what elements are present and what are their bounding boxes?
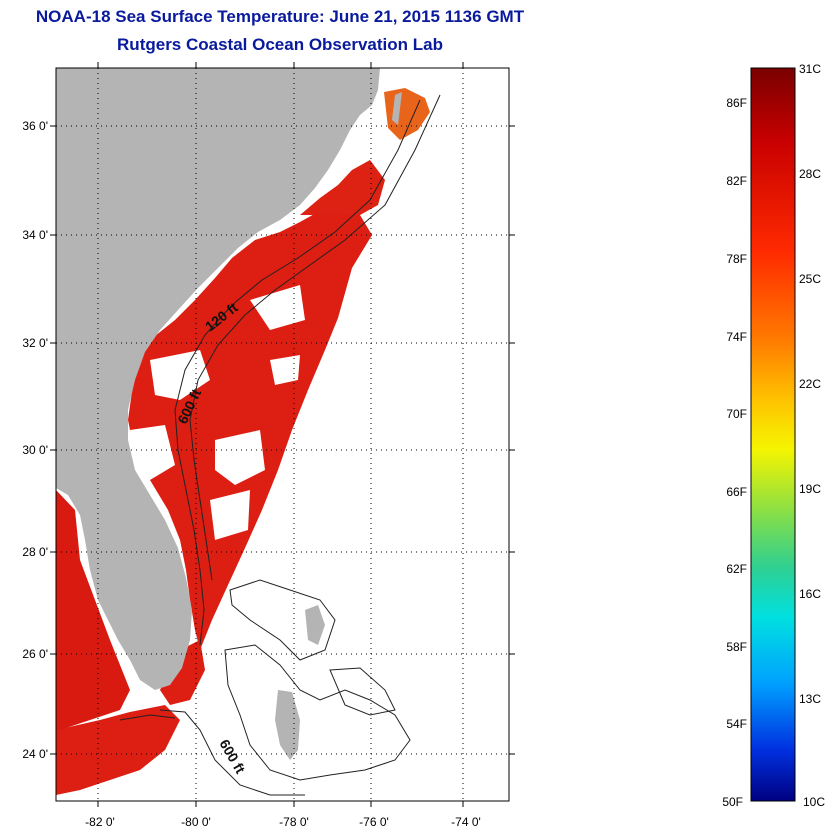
land-bahamas-abaco [305, 605, 325, 645]
lat-label: 32 0' [22, 336, 48, 350]
sst-field-gulf [56, 490, 130, 730]
colorbar-c-label: 28C [799, 167, 821, 181]
colorbar-c-label: 22C [799, 377, 821, 391]
colorbar-f-label: 66F [726, 485, 747, 499]
colorbar-c-label: 13C [799, 692, 821, 706]
sst-field-main [128, 205, 372, 650]
lon-label: -78 0' [279, 815, 309, 829]
cloud-gap [210, 490, 250, 540]
axis-ticks [50, 62, 515, 807]
colorbar-c-label: 10C [803, 795, 825, 809]
lat-label: 34 0' [22, 228, 48, 242]
colorbar-f-label: 78F [726, 252, 747, 266]
lat-label: 24 0' [22, 747, 48, 761]
colorbar-f-label: 82F [726, 174, 747, 188]
cloud-gap [130, 425, 175, 480]
colorbar [750, 67, 796, 802]
lon-label: -80 0' [181, 815, 211, 829]
sst-field-north [300, 160, 385, 215]
cloud-gap [270, 355, 300, 385]
lon-label: -76 0' [359, 815, 389, 829]
lon-label: -82 0' [85, 815, 115, 829]
map-frame [55, 67, 510, 802]
lat-label: 26 0' [22, 647, 48, 661]
colorbar-c-label: 16C [799, 587, 821, 601]
colorbar-f-label: 70F [726, 407, 747, 421]
land-bahamas-andros [275, 690, 300, 760]
cloud-gap [215, 430, 265, 485]
map-grid [56, 68, 509, 801]
colorbar-c-label: 31C [799, 62, 821, 76]
colorbar-c-label: 19C [799, 482, 821, 496]
colorbar-c-label: 25C [799, 272, 821, 286]
colorbar-f-label: 62F [726, 562, 747, 576]
colorbar-f-labels: 86F 82F 78F 74F 70F 66F 62F 58F 54F 50F [722, 96, 747, 809]
chart-title: NOAA-18 Sea Surface Temperature: June 21… [35, 7, 525, 26]
colorbar-f-label: 74F [726, 330, 747, 344]
cloud-gap [150, 350, 210, 400]
colorbar-c-labels: 31C 28C 25C 22C 19C 16C 13C 10C [799, 62, 825, 809]
land-mainland [56, 68, 380, 690]
colorbar-f-label: 54F [726, 717, 747, 731]
colorbar-f-label: 58F [726, 640, 747, 654]
chart-subtitle: Rutgers Coastal Ocean Observation Lab [117, 35, 443, 54]
colorbar-f-label: 50F [722, 795, 743, 809]
depth-contours [119, 94, 441, 796]
cloud-gap [250, 285, 305, 330]
colorbar-f-label: 86F [726, 96, 747, 110]
lat-label: 30 0' [22, 443, 48, 457]
lon-label: -74 0' [451, 815, 481, 829]
lat-label: 28 0' [22, 545, 48, 559]
sst-field-south-fl [160, 640, 205, 705]
land-island [392, 92, 402, 125]
lat-label: 36 0' [22, 119, 48, 133]
sst-field-keys [56, 705, 180, 795]
